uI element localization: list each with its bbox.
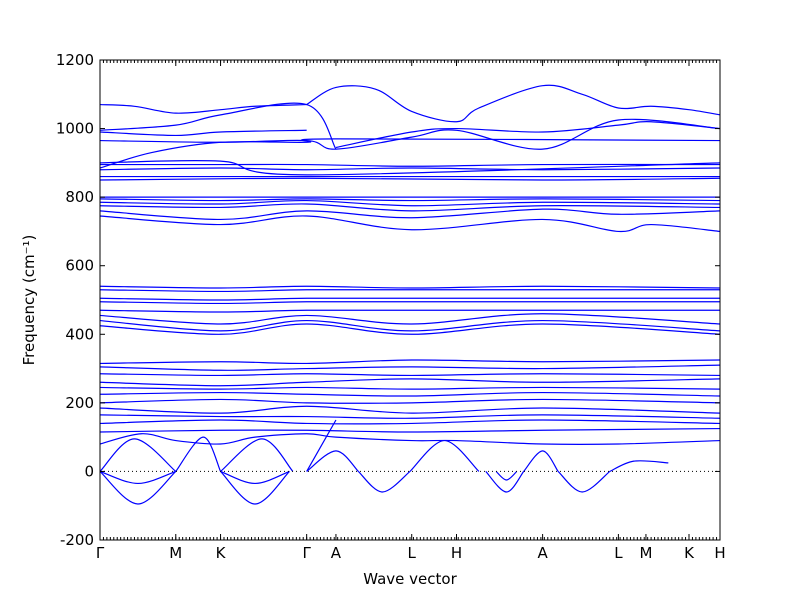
band-line-10 xyxy=(99,167,721,171)
band-line-38 xyxy=(99,433,721,446)
band-line-53 xyxy=(609,460,669,472)
band-line-37 xyxy=(99,427,721,433)
band-line-36 xyxy=(99,419,721,425)
y-tick-label: 0 xyxy=(84,462,94,480)
y-tick-label: 600 xyxy=(65,257,94,275)
band-line-28 xyxy=(99,364,721,371)
x-tick-label: A xyxy=(331,544,342,562)
x-axis-label: Wave vector xyxy=(363,570,457,588)
band-line-54 xyxy=(306,419,337,472)
band-line-4 xyxy=(99,129,307,137)
band-line-32 xyxy=(99,391,721,397)
band-line-24 xyxy=(99,313,721,325)
band-line-44 xyxy=(485,471,525,493)
band-line-47 xyxy=(99,438,177,472)
y-tick-label: 1200 xyxy=(56,51,94,69)
band-line-23 xyxy=(99,309,720,313)
y-axis-label: Frequency (cm⁻¹) xyxy=(20,235,38,366)
x-tick-label: M xyxy=(639,544,652,562)
x-tick-label: M xyxy=(169,544,182,562)
band-line-29 xyxy=(99,373,721,377)
band-line-42 xyxy=(220,470,290,485)
band-line-12 xyxy=(99,177,721,181)
x-tick-label: L xyxy=(614,544,623,562)
y-tick-label: 1000 xyxy=(56,120,94,138)
band-line-46 xyxy=(557,470,611,493)
band-line-18 xyxy=(99,215,721,233)
band-line-34 xyxy=(99,405,721,414)
band-line-52 xyxy=(523,450,559,472)
x-tick-label: Γ xyxy=(302,544,311,562)
band-line-16 xyxy=(99,203,721,212)
band-line-40 xyxy=(99,470,176,485)
band-line-19 xyxy=(99,285,721,289)
x-tick-label: H xyxy=(451,544,462,562)
band-line-14 xyxy=(99,198,721,202)
band-line-48 xyxy=(175,436,222,472)
band-line-20 xyxy=(99,288,720,293)
y-axis-ticks: -200 0 200 400 600 800 1000 1200 xyxy=(56,51,720,549)
band-line-35 xyxy=(99,414,721,419)
band-line-39 xyxy=(99,470,177,505)
band-line-49 xyxy=(220,438,294,472)
band-line-43 xyxy=(357,470,411,493)
band-line-1 xyxy=(99,103,307,114)
x-tick-label: L xyxy=(408,544,417,562)
band-line-25 xyxy=(99,319,721,332)
y-tick-label: 200 xyxy=(65,394,94,412)
band-lines xyxy=(99,84,721,505)
band-line-41 xyxy=(220,470,290,505)
x-tick-label: K xyxy=(684,544,695,562)
y-tick-label: 400 xyxy=(65,325,94,343)
x-tick-label: A xyxy=(537,544,548,562)
band-line-30 xyxy=(99,378,721,387)
band-line-5 xyxy=(335,121,721,149)
band-line-27 xyxy=(99,359,721,365)
y-tick-label: -200 xyxy=(60,531,94,549)
band-line-26 xyxy=(99,323,721,335)
band-line-3 xyxy=(99,102,337,150)
band-line-21 xyxy=(99,297,721,301)
x-tick-label: K xyxy=(216,544,227,562)
band-line-7 xyxy=(99,138,721,169)
y-tick-label: 800 xyxy=(65,188,94,206)
x-tick-label: Γ xyxy=(96,544,105,562)
band-line-31 xyxy=(99,386,721,390)
band-line-17 xyxy=(99,208,721,221)
band-line-9 xyxy=(99,163,721,167)
band-line-2 xyxy=(306,84,721,123)
band-line-8 xyxy=(99,159,721,176)
band-line-45 xyxy=(495,470,518,481)
band-line-51 xyxy=(409,439,480,472)
band-line-33 xyxy=(99,398,721,404)
band-line-15 xyxy=(99,199,721,207)
x-tick-label: H xyxy=(714,544,725,562)
band-line-22 xyxy=(99,300,720,305)
band-line-50 xyxy=(306,450,359,472)
